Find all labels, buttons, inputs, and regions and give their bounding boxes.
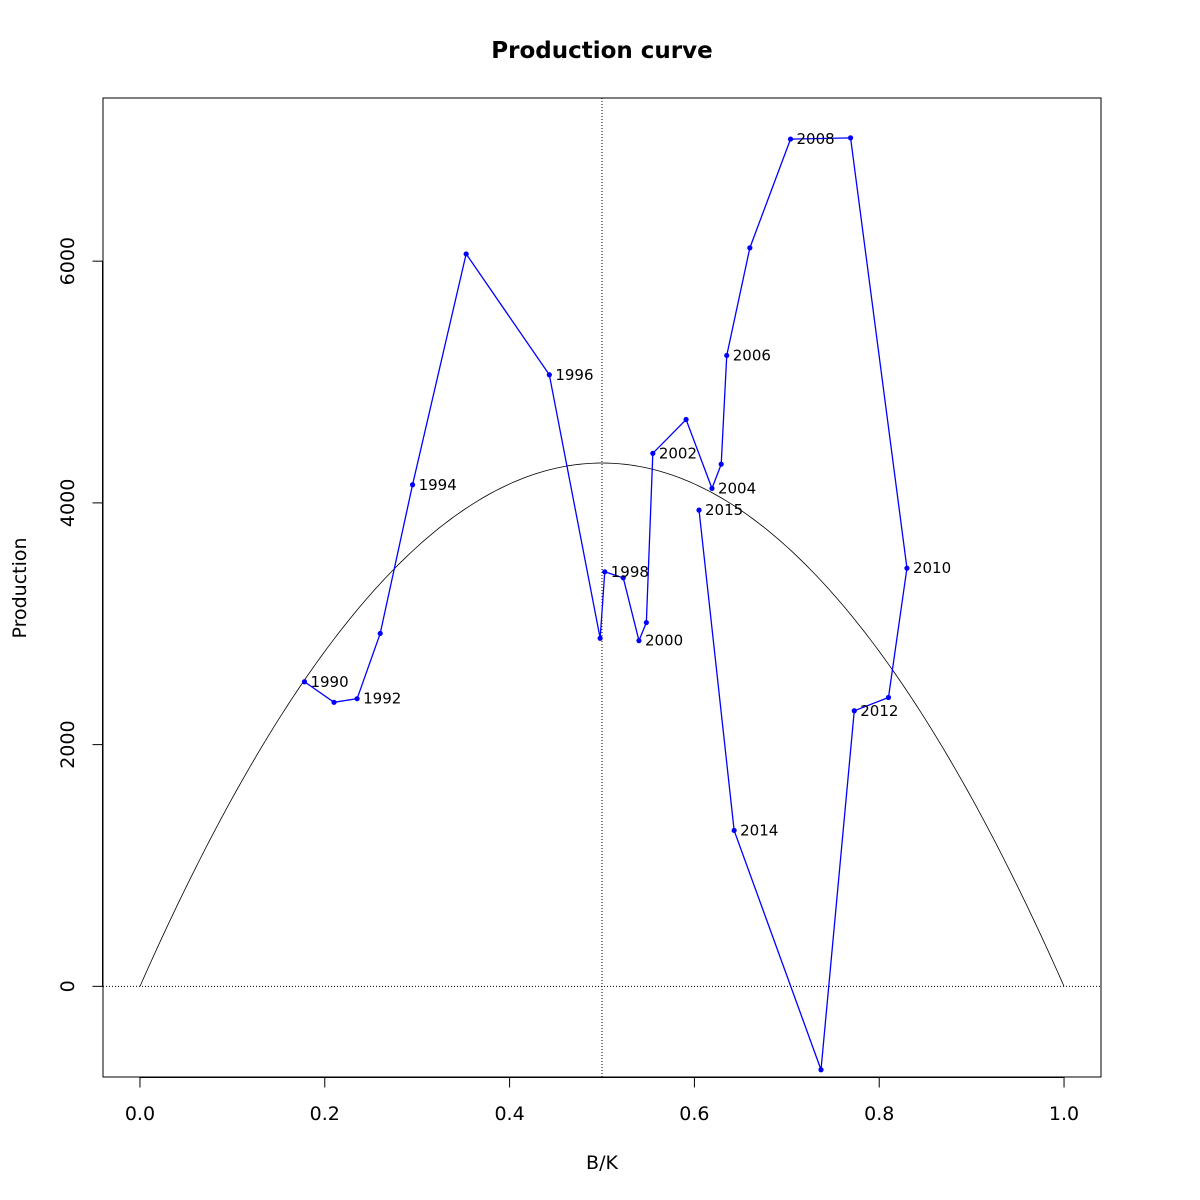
point-label-1994: 1994 [419,476,457,494]
point-label-2015: 2015 [705,501,743,519]
data-point-1995 [463,251,469,257]
data-point-2015 [696,507,702,513]
x-tick-label: 0.0 [125,1103,155,1125]
data-point-2008 [787,136,794,142]
data-point-1994 [409,482,416,488]
data-point-1990 [301,679,308,685]
point-label-2008: 2008 [797,130,835,148]
fitted-production-curve [139,462,1065,987]
y-tick-label: 2000 [57,720,79,768]
data-point-2012 [851,708,857,714]
x-tick-label: 1.0 [1049,1103,1079,1125]
point-label-2012: 2012 [860,702,898,720]
data-point-1998 [602,569,608,575]
x-axis-label: B/K [586,1152,618,1174]
data-point-2007 [747,245,753,251]
data-point-2001 [643,619,649,626]
point-label-1990: 1990 [310,673,348,691]
data-point-1993 [377,630,383,637]
x-tick-label: 0.6 [679,1103,709,1125]
plot-area: 0.0 0.2 0.4 0.6 0.8 1.0 0 2000 4000 6000 1990 1992 1… [57,97,1102,1125]
data-point-2000 [636,638,642,644]
data-point-2004 [709,485,715,491]
point-label-1998: 1998 [611,563,649,581]
point-label-2000: 2000 [645,632,683,650]
x-tick-label: 0.8 [864,1103,894,1125]
y-tick-label: 0 [57,980,79,992]
x-tick-label: 0.2 [310,1103,340,1125]
data-point-2002 [650,450,656,456]
series-line [304,137,908,1070]
data-point-2003 [683,416,689,423]
point-label-2014: 2014 [740,821,778,839]
data-point-2006 [724,352,730,359]
y-tick-label: 6000 [57,237,79,285]
point-label-1996: 1996 [555,366,593,384]
point-label-2002: 2002 [659,444,697,462]
point-label-2010: 2010 [913,559,951,577]
data-point-1992 [354,696,360,702]
data-point-2013 [818,1067,824,1073]
data-point-2014 [731,827,737,834]
point-label-2004: 2004 [718,479,756,497]
data-point-2009 [847,135,854,141]
y-axis-label: Production [9,537,31,638]
chart-title: Production curve [491,38,712,64]
x-tick-label: 0.4 [494,1103,524,1125]
y-tick-label: 4000 [57,479,79,527]
data-point-2010 [904,565,910,571]
data-point-1991 [331,699,337,705]
point-label-2006: 2006 [733,346,771,364]
data-point-2011 [885,694,892,701]
data-point-1999 [620,575,626,581]
data-point-1997 [597,635,603,641]
data-point-2005 [718,461,724,467]
data-point-1996 [546,372,552,378]
point-label-1992: 1992 [363,690,401,708]
